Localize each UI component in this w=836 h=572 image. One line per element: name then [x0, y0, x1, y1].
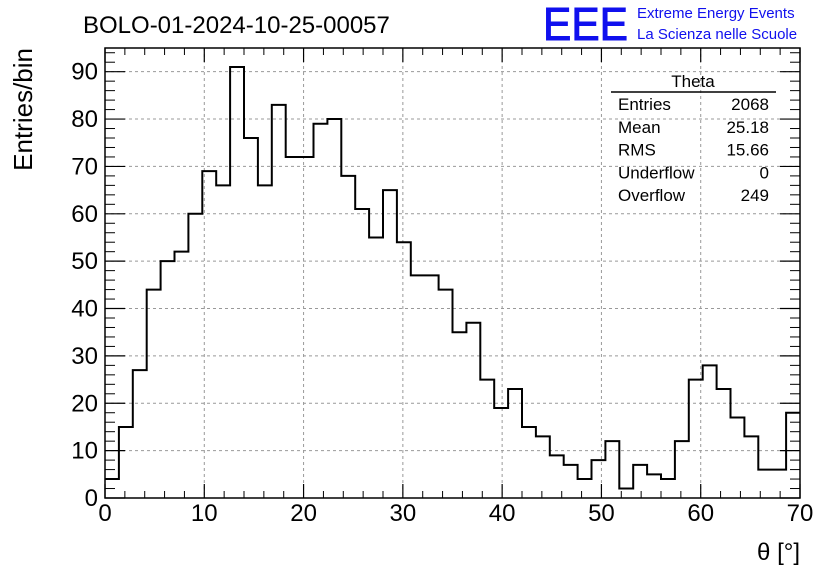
- plot-frame: [104, 47, 801, 499]
- y-tick-label: 0: [85, 485, 98, 512]
- stats-row-value: 2068: [731, 95, 769, 114]
- stats-rows: Entries 2068 Mean 25.18 RMS 15.66 Underflow 0 Ov…: [618, 95, 769, 205]
- stats-box: Theta Entries 2068 Mean 25.18 RMS 15.66 Underf…: [611, 72, 776, 205]
- y-tick-label: 40: [71, 296, 98, 323]
- histogram-outline: [105, 65, 800, 490]
- logo-line-2: La Scienza nelle Scuole: [637, 26, 797, 43]
- stats-row-label: Overflow: [618, 186, 686, 205]
- x-tick-label: 10: [191, 500, 218, 527]
- y-tick-label: 70: [71, 153, 98, 180]
- logo-line-1: Extreme Energy Events: [637, 5, 795, 22]
- y-tick-label: 90: [71, 59, 98, 86]
- grid-lines: [105, 48, 800, 498]
- y-tick-label: 60: [71, 201, 98, 228]
- y-tick-label: 10: [71, 438, 98, 465]
- y-axis-label: Entries/bin: [8, 48, 38, 171]
- x-tick-labels: 0 10 20 30 40 50 60 70: [98, 500, 813, 527]
- stats-row-label: RMS: [618, 141, 656, 160]
- axis-ticks: [104, 48, 801, 499]
- eee-logo: EEE Extreme Energy Events La Scienza nel…: [543, 0, 798, 51]
- stats-row-value: 15.66: [726, 141, 769, 160]
- x-tick-label: 70: [787, 500, 814, 527]
- stats-row-value: 25.18: [726, 118, 769, 137]
- y-tick-label: 30: [71, 343, 98, 370]
- stats-row-value: 249: [741, 186, 769, 205]
- stats-title: Theta: [671, 72, 715, 91]
- stats-row-value: 0: [760, 163, 769, 182]
- x-tick-label: 40: [489, 500, 516, 527]
- stats-row-label: Underflow: [618, 163, 695, 182]
- stats-row-label: Mean: [618, 118, 661, 137]
- stats-row-label: Entries: [618, 95, 671, 114]
- y-tick-label: 20: [71, 390, 98, 417]
- x-tick-label: 60: [687, 500, 714, 527]
- y-tick-label: 80: [71, 106, 98, 133]
- y-tick-label: 50: [71, 248, 98, 275]
- x-tick-label: 30: [390, 500, 417, 527]
- x-axis-label: θ [°]: [757, 539, 800, 566]
- x-tick-label: 0: [98, 500, 111, 527]
- x-tick-label: 50: [588, 500, 615, 527]
- chart-title: BOLO-01-2024-10-25-00057: [83, 12, 390, 39]
- x-tick-label: 20: [290, 500, 317, 527]
- y-tick-labels: 0 10 20 30 40 50 60 70 80 90: [71, 59, 98, 512]
- logo-mark: EEE: [543, 0, 628, 50]
